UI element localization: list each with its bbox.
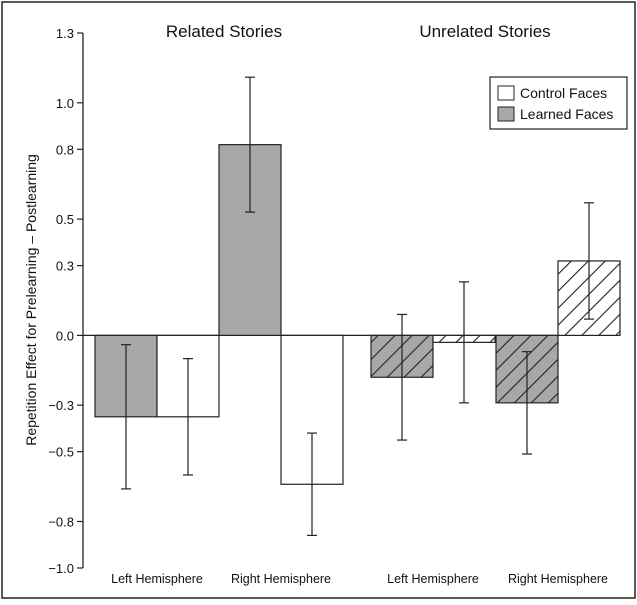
panel-title-related: Related Stories [166,22,282,41]
y-tick-label: 1.3 [56,26,74,41]
y-tick-label: −0.3 [48,398,74,413]
x-category-label: Right Hemisphere [231,572,331,586]
y-tick-label: 1.0 [56,96,74,111]
panel-title-unrelated: Unrelated Stories [419,22,550,41]
legend-swatch-control [497,85,515,101]
legend-label-learned: Learned Faces [520,106,613,122]
y-tick-label: 0.5 [56,212,74,227]
x-category-label: Left Hemisphere [111,572,203,586]
y-tick-label: −0.8 [48,514,74,529]
x-category-label: Right Hemisphere [508,572,608,586]
y-tick-label: 0.0 [56,328,74,343]
y-tick-label: 0.3 [56,259,74,274]
y-tick-label: −1.0 [48,561,74,576]
y-tick-label: −0.5 [48,445,74,460]
legend: Control Faces Learned Faces [489,76,628,130]
x-axis-labels: Left Hemisphere Right Hemisphere Left Hemi… [111,572,608,586]
legend-label-control: Control Faces [520,85,607,101]
y-axis-label: Repetition Effect for Prelearning – Post… [23,154,39,446]
x-category-label: Left Hemisphere [387,572,479,586]
bars [83,76,621,537]
y-axis-ticks: 1.3 1.0 0.8 0.5 0.3 0.0 −0.3 −0.5 −0.8 −1.0 [48,26,84,576]
legend-swatch-learned [497,106,515,122]
y-tick-label: 0.8 [56,142,74,157]
